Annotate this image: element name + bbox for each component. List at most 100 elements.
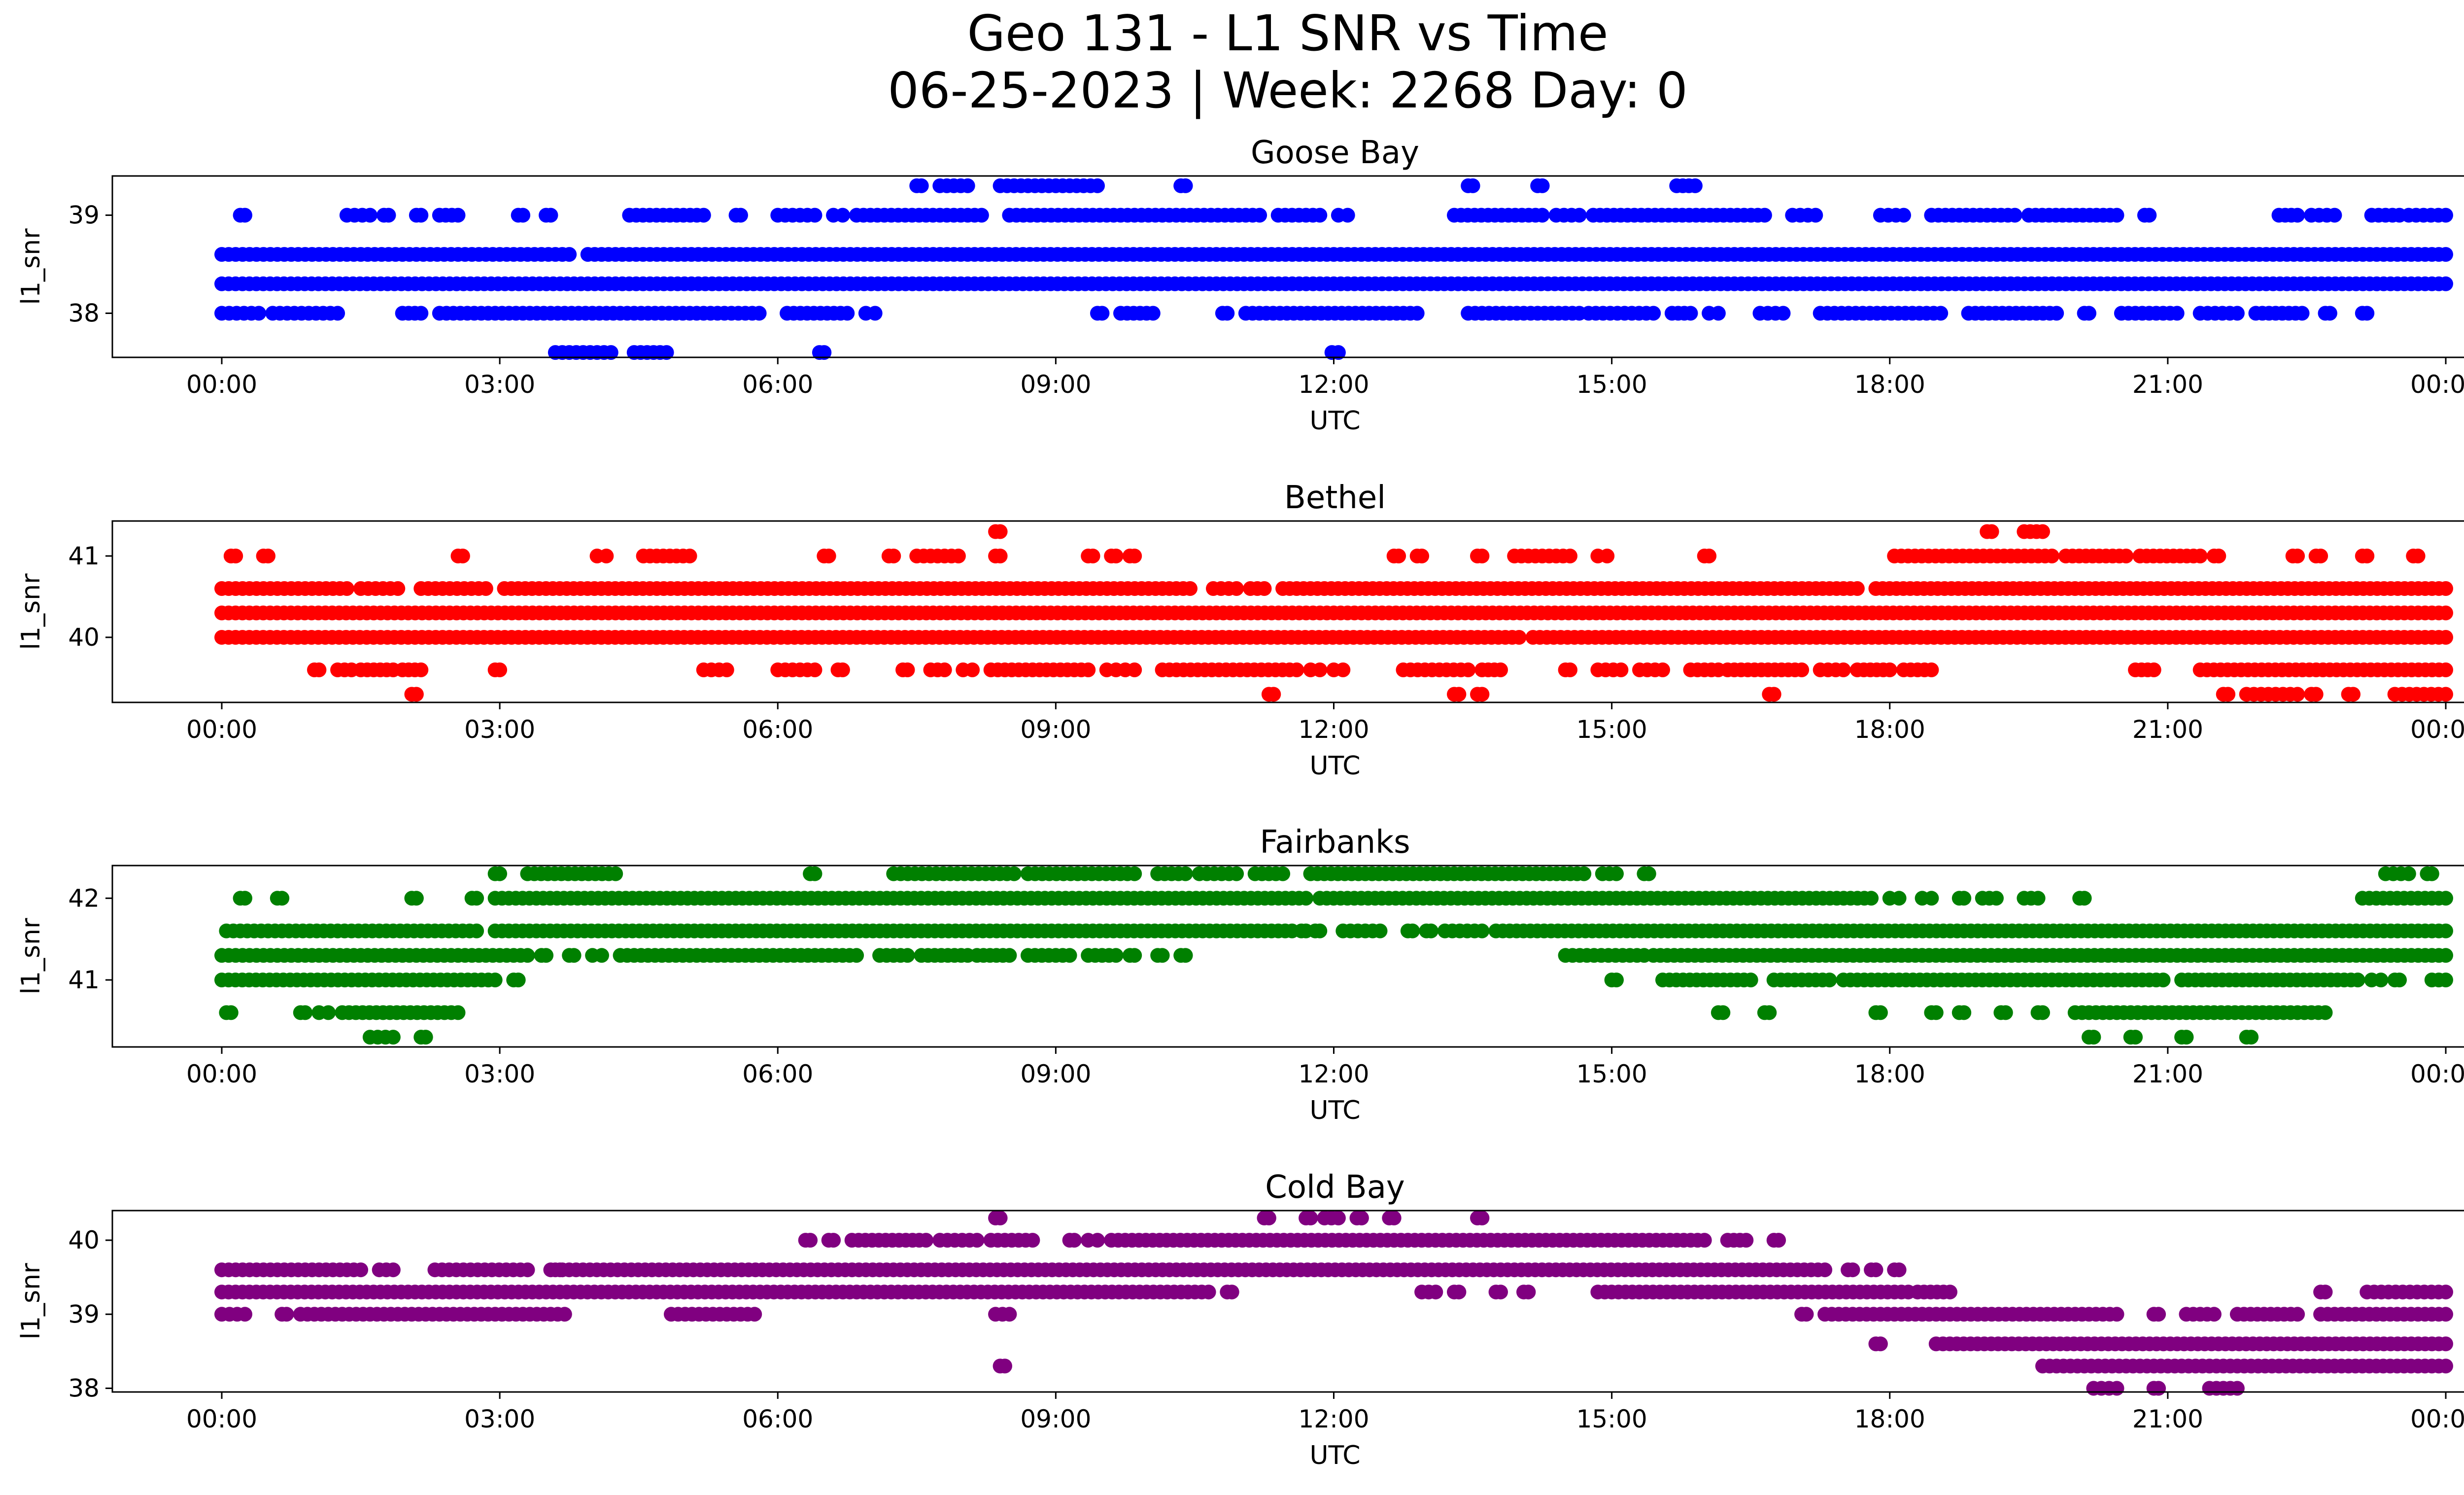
data-point <box>330 306 345 321</box>
x-tick-label: 09:00 <box>1020 1405 1091 1433</box>
data-point <box>2290 208 2305 223</box>
data-point <box>1762 1005 1777 1020</box>
x-tick-label: 06:00 <box>742 370 813 399</box>
data-point <box>228 549 243 563</box>
data-point <box>1224 1285 1239 1300</box>
data-point <box>2192 549 2208 563</box>
data-point <box>2424 866 2439 881</box>
data-point <box>1563 662 1577 677</box>
x-tick-label: 15:00 <box>1576 1060 1647 1088</box>
data-point <box>1386 1211 1402 1225</box>
x-tick-label: 00:00 <box>186 1060 257 1088</box>
data-point <box>937 662 952 677</box>
figure-title: Geo 131 - L1 SNR vs Time 06-25-2023 | We… <box>0 5 2464 119</box>
data-point <box>1178 866 1193 881</box>
data-point <box>520 948 535 963</box>
x-tick-label: 15:00 <box>1576 1405 1647 1433</box>
data-point <box>1474 1211 1490 1225</box>
data-point <box>1474 687 1490 702</box>
data-point <box>1299 891 1314 906</box>
x-tick-label: 15:00 <box>1576 370 1647 399</box>
figure-title-line-1: Geo 131 - L1 SNR vs Time <box>967 4 1608 62</box>
data-point <box>2151 1381 2166 1396</box>
data-point <box>803 1233 818 1248</box>
data-point <box>557 1307 572 1322</box>
data-point <box>1613 662 1629 677</box>
data-point <box>2438 1307 2453 1322</box>
data-point <box>2044 549 2059 563</box>
data-point <box>2350 973 2365 988</box>
scatter-series <box>214 524 2453 702</box>
data-point <box>1474 549 1490 563</box>
x-tick-label: 03:00 <box>464 1405 535 1433</box>
scatter-series <box>214 1211 2453 1396</box>
data-point <box>1461 662 1476 677</box>
data-point <box>1414 549 1430 563</box>
data-point <box>339 581 354 596</box>
x-tick-label: 18:00 <box>1854 715 1925 744</box>
data-point <box>696 208 711 223</box>
data-point <box>1451 687 1467 702</box>
data-point <box>733 208 748 223</box>
data-point <box>2229 1381 2245 1396</box>
x-axis-label: UTC <box>1309 1441 1360 1470</box>
y-tick-label: 40 <box>68 1226 100 1254</box>
data-point <box>1220 306 1235 321</box>
data-point <box>752 306 767 321</box>
data-point <box>1711 306 1726 321</box>
data-point <box>1127 549 1142 563</box>
data-point <box>682 549 697 563</box>
data-point <box>413 208 429 223</box>
y-tick-label: 39 <box>68 201 100 230</box>
y-tick-label: 42 <box>68 884 100 912</box>
data-point <box>2049 306 2064 321</box>
data-point <box>298 1005 313 1020</box>
data-point <box>1873 1336 1888 1352</box>
data-point <box>807 866 822 881</box>
data-point <box>1609 866 1624 881</box>
data-point <box>2119 549 2134 563</box>
x-tick-label: 12:00 <box>1298 1405 1369 1433</box>
data-point <box>1090 178 1105 193</box>
data-point <box>603 345 618 360</box>
data-point <box>413 306 429 321</box>
data-point <box>1687 178 1703 193</box>
x-tick-label: 00:00 <box>186 370 257 399</box>
data-point <box>1873 1005 1888 1020</box>
data-point <box>362 208 377 223</box>
data-point <box>2438 948 2453 963</box>
data-point <box>1794 662 1810 677</box>
data-point <box>1405 923 1420 939</box>
data-point <box>2290 1307 2305 1322</box>
data-point <box>835 208 850 223</box>
data-point <box>2438 581 2453 596</box>
data-point <box>1409 306 1425 321</box>
data-point <box>1572 208 1587 223</box>
data-point <box>849 948 864 963</box>
data-point <box>238 891 252 906</box>
y-tick-label: 38 <box>68 1374 100 1402</box>
subplot-title: Cold Bay <box>1265 1169 1405 1206</box>
data-point <box>2109 1381 2124 1396</box>
data-point <box>1266 687 1281 702</box>
data-point <box>1025 1233 1040 1248</box>
y-tick-label: 41 <box>68 966 100 994</box>
x-axis-label: UTC <box>1309 406 1360 436</box>
axes-frame <box>111 1210 2464 1393</box>
data-point <box>1201 1285 1216 1300</box>
data-point <box>1896 208 1911 223</box>
data-point <box>1998 1005 2013 1020</box>
x-tick-label: 18:00 <box>1854 370 1925 399</box>
data-point <box>1984 524 1999 539</box>
data-point <box>566 948 582 963</box>
data-point <box>974 208 989 223</box>
data-point <box>747 1307 762 1322</box>
data-point <box>659 345 674 360</box>
data-point <box>2401 866 2416 881</box>
data-point <box>1145 306 1161 321</box>
y-tick-label: 40 <box>68 623 100 652</box>
data-point <box>2438 1285 2453 1300</box>
x-tick-label: 15:00 <box>1576 715 1647 744</box>
data-point <box>840 306 855 321</box>
